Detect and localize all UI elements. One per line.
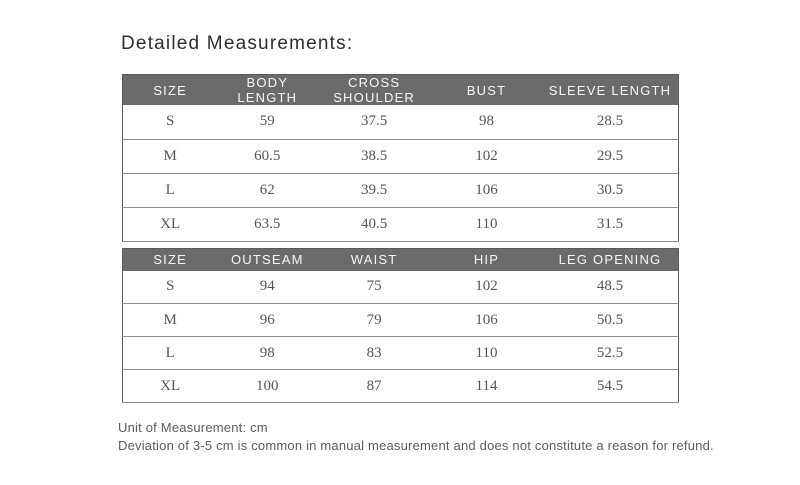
column-header: OUTSEAM: [217, 248, 318, 271]
measurement-cell: 40.5: [360, 215, 388, 232]
top-measurements-table: SIZE BODY LENGTH CROSS SHOULDER BUST SLEEVE …: [122, 74, 679, 242]
measurement-cell: 106: [475, 181, 498, 198]
measurement-cell: 30.5: [596, 181, 624, 198]
measurement-cell: 75: [366, 278, 382, 295]
measurement-cell: S: [166, 278, 175, 295]
measurement-cell: L: [165, 181, 175, 198]
measurement-cell: L: [165, 344, 175, 361]
page-title: Detailed Measurements:: [121, 33, 354, 54]
measurement-cell: 114: [475, 377, 498, 394]
measurement-cell: 59: [259, 113, 275, 130]
measurement-cell: 54.5: [596, 377, 624, 394]
measurement-cell: 98: [259, 344, 275, 361]
table-row: XL 100 87 114 54.5: [122, 369, 679, 403]
column-header: BUST: [431, 74, 542, 105]
table-row: L 98 83 110 52.5: [122, 336, 679, 370]
table-header-row: SIZE OUTSEAM WAIST HIP LEG OPENING: [122, 248, 679, 271]
measurement-cell: 28.5: [596, 113, 624, 130]
table-row: L 62 39.5 106 30.5: [122, 173, 679, 207]
measurement-cell: 106: [475, 311, 498, 328]
bottom-measurements-table: SIZE OUTSEAM WAIST HIP LEG OPENING S 94 75 102 48…: [122, 248, 679, 403]
measurement-cell: 102: [475, 278, 498, 295]
column-header: BODY LENGTH: [217, 74, 318, 105]
measurement-cell: XL: [160, 377, 181, 394]
measurement-cell: 50.5: [596, 311, 624, 328]
measurement-cell: 94: [259, 278, 275, 295]
measurement-cell: 110: [475, 344, 498, 361]
measurement-cell: 100: [256, 377, 279, 394]
table-row: M 96 79 106 50.5: [122, 303, 679, 337]
table-row: S 59 37.5 98 28.5: [122, 105, 679, 139]
table-row: S 94 75 102 48.5: [122, 270, 679, 304]
measurements-table-top: SIZE BODY LENGTH CROSS SHOULDER BUST SLEEVE …: [122, 74, 679, 242]
column-header: LEG OPENING: [541, 248, 679, 271]
column-header: SIZE: [122, 248, 218, 271]
measurement-cell: 110: [475, 215, 498, 232]
measurement-cell: 37.5: [360, 113, 388, 130]
measurement-cell: XL: [160, 215, 181, 232]
column-header: CROSS SHOULDER: [317, 74, 431, 105]
column-header: SIZE: [122, 74, 218, 105]
measurement-cell: 63.5: [254, 215, 281, 232]
column-header: WAIST: [317, 248, 431, 271]
measurements-table-bottom: SIZE OUTSEAM WAIST HIP LEG OPENING S 94 75 102 48…: [122, 248, 679, 403]
column-header: HIP: [431, 248, 542, 271]
table-row: XL 63.5 40.5 110 31.5: [122, 207, 679, 241]
measurement-cell: 52.5: [596, 344, 624, 361]
unit-of-measurement-note: Unit of Measurement: cm: [118, 420, 268, 435]
table-header-row: SIZE BODY LENGTH CROSS SHOULDER BUST SLEEVE …: [122, 74, 679, 105]
measurement-cell: S: [166, 113, 175, 130]
measurement-cell: 79: [366, 311, 382, 328]
measurement-cell: 29.5: [596, 147, 624, 164]
measurement-cell: 48.5: [596, 278, 624, 295]
measurement-cell: 96: [259, 311, 275, 328]
measurement-cell: 98: [478, 113, 494, 130]
deviation-disclaimer-note: Deviation of 3-5 cm is common in manual …: [118, 438, 714, 453]
measurement-cell: 87: [366, 377, 382, 394]
measurement-cell: 102: [475, 147, 498, 164]
measurement-cell: 62: [259, 181, 275, 198]
measurement-cell: 83: [366, 344, 382, 361]
table-row: M 60.5 38.5 102 29.5: [122, 139, 679, 173]
measurement-cell: 38.5: [360, 147, 388, 164]
measurement-cell: 60.5: [254, 147, 281, 164]
measurement-cell: M: [163, 147, 177, 164]
column-header: SLEEVE LENGTH: [541, 74, 679, 105]
measurement-cell: M: [163, 311, 177, 328]
measurement-cell: 31.5: [596, 215, 624, 232]
measurement-cell: 39.5: [360, 181, 388, 198]
